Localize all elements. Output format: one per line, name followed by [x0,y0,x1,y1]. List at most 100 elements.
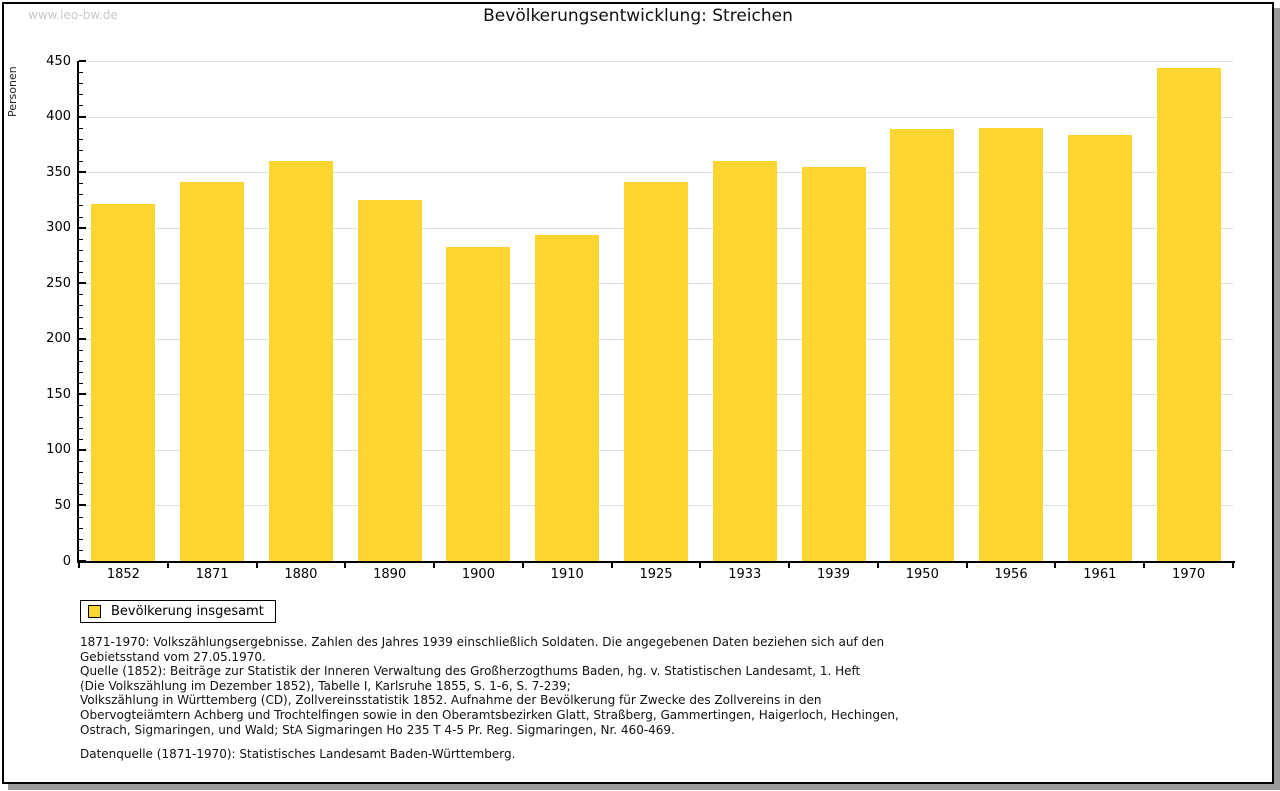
note-line: 1871-1970: Volkszählungsergebnisse. Zahl… [80,635,885,649]
x-axis-tick-label: 1900 [461,567,495,582]
y-axis-major-tick [79,393,86,396]
y-axis-minor-tick [79,305,83,307]
x-axis-tick-label: 1910 [550,567,584,582]
x-axis-tick [344,563,347,568]
y-axis-major-tick [79,115,86,118]
y-axis-major-tick [79,60,86,62]
legend-swatch-icon [88,605,101,618]
y-axis-minor-tick [79,272,83,274]
x-axis-tick [1143,563,1146,568]
y-axis-minor-tick [79,94,83,96]
y-axis-minor-tick [79,527,83,529]
y-gridline [79,61,1233,62]
note-line: (Die Volkszählung im Dezember 1852), Tab… [80,678,571,693]
y-axis-minor-tick [79,372,83,374]
note-line: Obervogteiämtern Achberg und Trochtelfin… [80,707,899,722]
legend-label: Bevölkerung insgesamt [111,604,264,619]
x-axis-tick [255,563,258,568]
y-axis-minor-tick [79,549,83,551]
bar-1970 [1156,67,1221,561]
x-axis-tick-label: 1852 [106,567,140,582]
note-line: Ostrach, Sigmaringen, und Wald; StA Sigm… [80,722,675,737]
y-gridline [79,172,1233,174]
y-axis-minor-tick [79,161,83,162]
bar-1871 [180,182,245,561]
x-axis-tick-label: 1925 [639,567,673,582]
y-axis-minor-tick [79,361,83,362]
note-line: Volkszählung in Württemberg (CD), Zollve… [80,693,822,708]
legend: Bevölkerung insgesamt [80,600,276,623]
bar-1890 [357,199,422,561]
plot-area: 0 50 100 150 200 250 300 350 400 450 1852 1871 1880 1… [46,54,1235,582]
bar-1939 [801,166,866,561]
x-axis-tick [699,563,702,568]
y-axis-minor-tick [79,194,83,196]
y-axis-major-tick [79,226,86,229]
y-axis-minor-tick [79,238,83,240]
x-axis-tick-label: 1933 [728,567,762,582]
y-axis-minor-tick [79,127,83,129]
y-axis-minor-tick [79,405,83,407]
y-axis-minor-tick [79,294,83,296]
y-axis-major-tick [79,504,86,507]
x-axis-tick-label: 1956 [994,567,1028,582]
x-axis-tick [521,563,524,568]
y-axis-minor-tick [79,427,83,429]
y-axis-tick-label: 350 [46,164,71,180]
x-axis-tick [1232,563,1234,568]
y-axis-minor-tick [79,183,83,185]
y-axis-tick-label: 150 [46,386,71,402]
y-axis-minor-tick [79,138,83,140]
x-axis-tick [876,563,879,568]
y-axis-minor-tick [79,538,83,540]
y-axis-tick-label: 200 [46,331,71,347]
y-axis-minor-tick [79,83,83,85]
bar-1880 [268,161,333,561]
x-axis-tick [965,563,968,568]
note-line: Gebietsstand vom 27.05.1970. [80,649,266,664]
page-title: Bevölkerungsentwicklung: Streichen [483,6,793,26]
x-axis-tick [433,563,436,568]
y-axis-tick-label: 100 [46,442,71,458]
y-axis-line [77,61,79,563]
y-axis-minor-tick [79,472,83,474]
y-axis-tick-label: 450 [46,53,71,69]
y-axis-minor-tick [79,416,83,418]
x-axis-tick-label: 1950 [905,567,939,582]
watermark: www.leo-bw.de [28,8,118,22]
x-axis-tick-label: 1880 [284,567,318,582]
y-axis-minor-tick [79,383,83,385]
x-axis-tick-label: 1939 [816,567,851,582]
x-axis-tick-label: 1961 [1083,567,1117,582]
bar-1933 [712,161,777,561]
y-axis-minor-tick [79,105,83,107]
y-axis-tick-label: 300 [46,220,71,236]
data-source-line: Datenquelle (1871-1970): Statistisches L… [80,747,516,762]
bar-1950 [890,128,955,561]
source-notes: 1871-1970: Volkszählungsergebnisse. Zahl… [80,635,940,762]
y-axis-minor-tick [79,494,83,496]
y-axis-tick-label: 50 [54,497,71,513]
x-axis-tick [610,563,613,568]
y-axis-minor-tick [79,72,83,74]
y-axis-minor-tick [79,261,83,262]
y-axis-minor-tick [79,316,83,318]
y-axis-minor-tick [79,516,83,518]
y-axis-major-tick [79,337,86,340]
bar-1956 [979,127,1044,561]
y-axis-tick-label: 0 [62,553,71,569]
x-axis-line [77,561,1235,563]
y-axis-minor-tick [79,149,83,151]
y-axis-minor-tick [79,249,83,251]
y-axis-minor-tick [79,483,83,485]
y-axis-minor-tick [79,216,83,218]
note-line: Quelle (1852): Beiträge zur Statistik de… [80,664,861,679]
y-axis-tick-label: 400 [46,109,71,125]
x-axis-tick [78,563,80,568]
y-axis-minor-tick [79,438,83,440]
bar-1961 [1067,135,1132,561]
y-axis-major-tick [79,282,86,285]
y-axis-minor-tick [79,461,83,462]
x-axis-tick-label: 1871 [195,567,229,582]
